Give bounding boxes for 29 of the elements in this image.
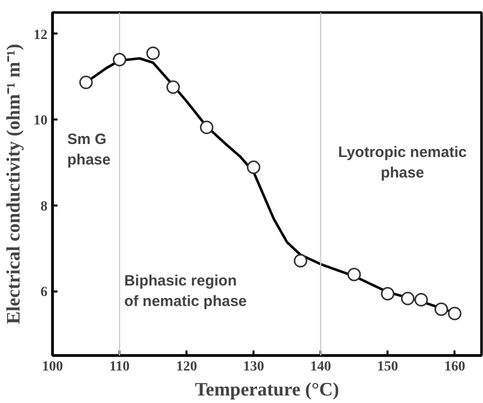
annotation: Biphasic region of nematic phase (124, 272, 247, 310)
y-tick-label: 8 (40, 199, 48, 214)
x-tick-label: 100 (42, 360, 63, 374)
x-tick-label: 150 (377, 360, 398, 374)
point (380, 287, 394, 300)
x-axis-title: Temperature (°C) (194, 380, 340, 400)
y-tick-label: 6 (40, 285, 48, 300)
annotation: Sm G phase (67, 131, 111, 168)
point (434, 302, 448, 316)
point (448, 306, 462, 320)
point (166, 80, 180, 94)
point (414, 293, 428, 306)
annotation: Lyotropic nematic phase (338, 144, 467, 182)
x-tick-label: 110 (109, 360, 130, 374)
x-tick-label: 130 (243, 360, 264, 374)
point (294, 254, 308, 268)
point (200, 120, 214, 134)
point (246, 160, 260, 174)
point (347, 268, 361, 282)
point (79, 76, 93, 90)
y-tick-label: 12 (34, 28, 48, 43)
x-tick-label: 120 (176, 360, 198, 374)
point (146, 46, 160, 60)
x-tick-label: 140 (310, 360, 332, 374)
point (112, 52, 126, 66)
y-tick-label: 10 (34, 114, 48, 129)
x-tick-label: 160 (444, 360, 466, 374)
point (401, 292, 415, 306)
y-axis-title: Electrical conductivity (ohm⁻¹ m⁻¹) (4, 44, 24, 324)
